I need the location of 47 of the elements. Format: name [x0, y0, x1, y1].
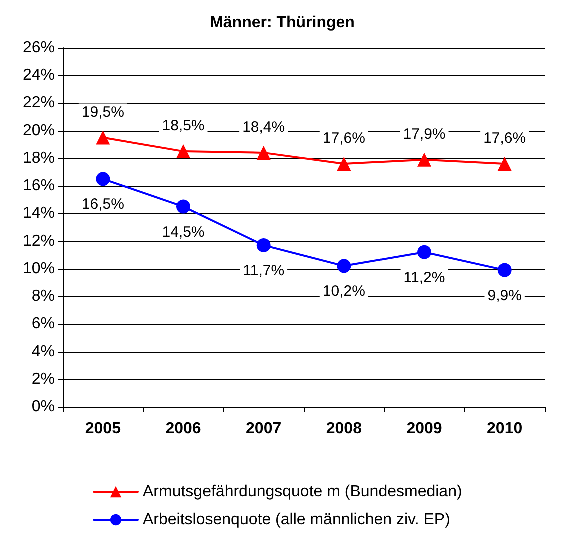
data-label: 14,5% [162, 224, 205, 241]
x-tick-label: 2008 [326, 420, 362, 438]
point [498, 156, 512, 171]
point [498, 263, 512, 278]
x-tick-label: 2007 [246, 420, 282, 438]
point [176, 200, 190, 214]
y-tick-label: 6% [32, 316, 55, 333]
y-tick-label: 10% [22, 260, 55, 278]
data-label: 10,2% [322, 283, 366, 300]
point [96, 130, 110, 145]
point [418, 245, 432, 260]
data-label: 18,4% [242, 118, 286, 136]
point [96, 172, 110, 186]
data-label: 19,5% [82, 104, 124, 121]
point [256, 146, 271, 160]
y-tick-label: 0% [32, 398, 55, 416]
data-label: 17,6% [322, 130, 366, 147]
y-tick-label: 22% [22, 94, 55, 112]
data-label: 17,6% [484, 130, 526, 147]
x-tick-label: 2006 [166, 420, 202, 438]
y-tick-label: 12% [22, 232, 55, 250]
data-label: 11,2% [404, 269, 446, 286]
data-label: 11,7% [243, 262, 285, 280]
x-tick-label: 2009 [406, 420, 442, 438]
chart-title: Männer: Thüringen [210, 14, 355, 32]
point [176, 144, 190, 159]
y-tick-label: 24% [22, 67, 55, 84]
x-tick-label: 2010 [487, 420, 523, 438]
data-label: 9,9% [488, 287, 522, 304]
y-tick-label: 2% [32, 370, 55, 388]
y-tick-label: 14% [22, 205, 55, 222]
point [337, 156, 352, 171]
y-tick-label: 26% [22, 40, 55, 56]
legend-label: Arbeitslosenquote (alle männlichen ziv. EP) [143, 512, 450, 528]
y-tick-label: 20% [22, 122, 55, 140]
data-label: 17,9% [403, 126, 446, 143]
data-label: 18,5% [162, 118, 205, 135]
legend-label: Armutsgefährdungsquote m (Bundesmedian) [143, 484, 462, 500]
y-tick-label: 18% [22, 150, 55, 167]
y-tick-label: 16% [22, 178, 55, 195]
data-label: 16,5% [82, 196, 124, 214]
point [418, 152, 432, 167]
point [256, 238, 271, 252]
y-tick-label: 4% [32, 343, 55, 360]
x-tick-label: 2005 [85, 420, 122, 438]
point [337, 259, 352, 274]
y-tick-label: 8% [32, 288, 55, 306]
